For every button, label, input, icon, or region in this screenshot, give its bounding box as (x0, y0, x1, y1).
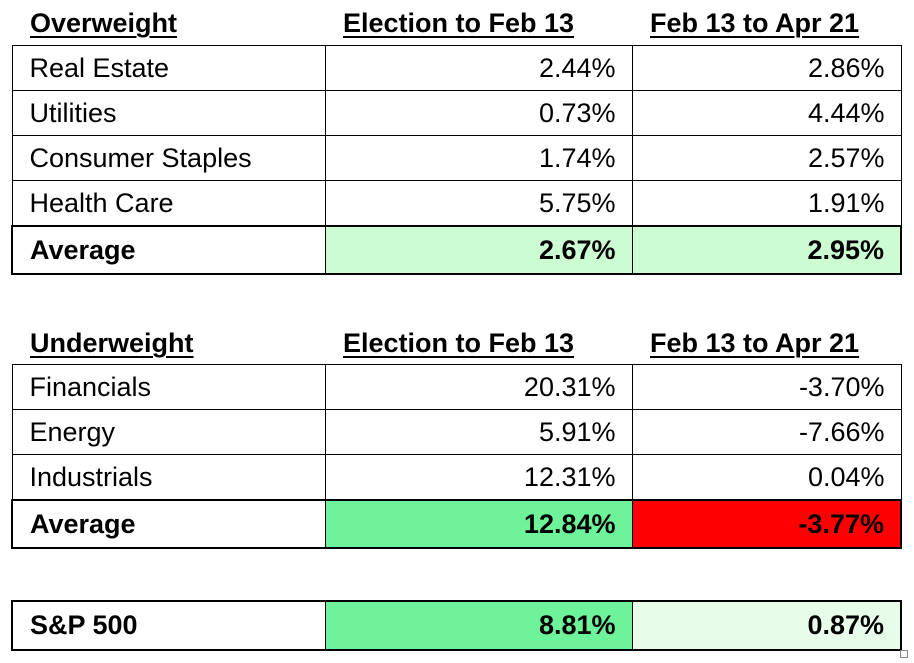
underweight-col1-header: Election to Feb 13 (343, 328, 575, 358)
average-value-cell: 12.84% (324, 499, 633, 549)
sp500-label: S&P 500 (11, 600, 326, 651)
average-row: Average 2.67% 2.95% (11, 225, 902, 275)
average-value-cell: 2.95% (631, 225, 902, 275)
value-cell: 1.91% (631, 180, 902, 227)
sp500-table: S&P 500 8.81% 0.87% (11, 600, 902, 651)
value-cell: 5.75% (324, 180, 633, 227)
overweight-header: Overweight (30, 8, 178, 38)
value-cell: 1.74% (324, 135, 633, 181)
average-label: Average (11, 499, 326, 549)
underweight-table: Financials 20.31% -3.70% Energy 5.91% -7… (11, 364, 902, 549)
overweight-col1-header: Election to Feb 13 (343, 8, 575, 38)
table-row: Energy 5.91% -7.66% (11, 409, 902, 455)
underweight-col2-header: Feb 13 to Apr 21 (650, 328, 860, 358)
value-cell: 20.31% (324, 364, 633, 410)
table-row: Utilities 0.73% 4.44% (11, 90, 902, 136)
sector-cell: Utilities (11, 90, 326, 136)
value-cell: 2.57% (631, 135, 902, 181)
sp500-value-cell: 0.87% (631, 600, 902, 651)
overweight-col2-header: Feb 13 to Apr 21 (650, 8, 860, 38)
value-cell: 2.86% (631, 45, 902, 91)
value-cell: 0.04% (631, 454, 902, 501)
sp500-value-cell: 8.81% (324, 600, 633, 651)
sector-cell: Consumer Staples (11, 135, 326, 181)
overweight-table: Real Estate 2.44% 2.86% Utilities 0.73% … (11, 45, 902, 275)
table-row: Real Estate 2.44% 2.86% (11, 45, 902, 91)
underweight-header: Underweight (30, 328, 194, 358)
average-label: Average (11, 225, 326, 275)
average-value-cell: 2.67% (324, 225, 633, 275)
sector-cell: Real Estate (11, 45, 326, 91)
average-row: Average 12.84% -3.77% (11, 499, 902, 549)
sector-cell: Financials (11, 364, 326, 410)
sector-cell: Health Care (11, 180, 326, 227)
resize-handle[interactable] (900, 650, 908, 658)
sector-cell: Industrials (11, 454, 326, 501)
table-row: Industrials 12.31% 0.04% (11, 454, 902, 501)
value-cell: -7.66% (631, 409, 902, 455)
sp500-row: S&P 500 8.81% 0.87% (11, 600, 902, 651)
average-value-cell: -3.77% (631, 499, 902, 549)
value-cell: 5.91% (324, 409, 633, 455)
table-row: Financials 20.31% -3.70% (11, 364, 902, 410)
value-cell: 12.31% (324, 454, 633, 501)
value-cell: 4.44% (631, 90, 902, 136)
table-row: Health Care 5.75% 1.91% (11, 180, 902, 227)
table-row: Consumer Staples 1.74% 2.57% (11, 135, 902, 181)
value-cell: 0.73% (324, 90, 633, 136)
value-cell: 2.44% (324, 45, 633, 91)
sector-cell: Energy (11, 409, 326, 455)
value-cell: -3.70% (631, 364, 902, 410)
